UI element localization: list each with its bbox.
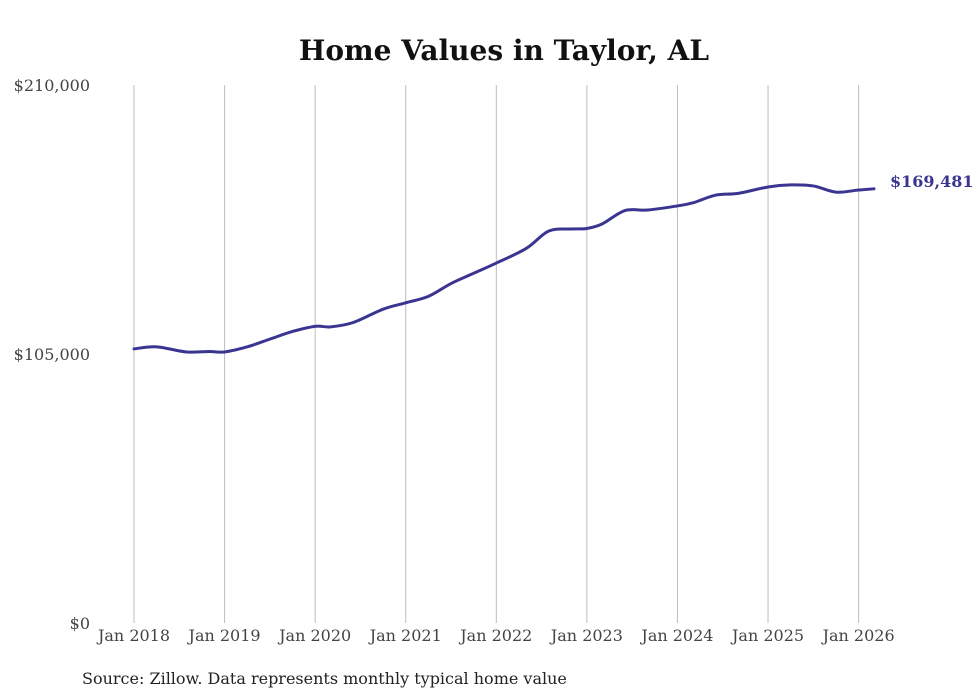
x-tick-label: Jan 2020: [277, 626, 351, 645]
y-tick-label: $210,000: [14, 76, 90, 95]
y-axis-ticks: $0 $105,000 $210,000: [14, 76, 90, 633]
y-tick-label: $0: [70, 614, 90, 633]
x-tick-label: Jan 2024: [639, 626, 713, 645]
x-tick-label: Jan 2019: [187, 626, 261, 645]
series-layer: [132, 183, 876, 354]
x-tick-label: Jan 2022: [458, 626, 532, 645]
x-tick-label: Jan 2023: [549, 626, 623, 645]
x-tick-label: Jan 2025: [730, 626, 804, 645]
x-tick-label: Jan 2026: [821, 626, 895, 645]
source-note: Source: Zillow. Data represents monthly …: [82, 669, 567, 688]
gridlines: [133, 85, 860, 623]
x-tick-label: Jan 2018: [96, 626, 170, 645]
chart-title: Home Values in Taylor, AL: [299, 34, 709, 67]
x-axis-ticks: Jan 2018 Jan 2019 Jan 2020 Jan 2021 Jan 2022…: [96, 626, 895, 645]
series-line-0: [132, 183, 876, 354]
y-tick-label: $105,000: [14, 345, 90, 364]
end-value-label: $169,481: [890, 172, 974, 191]
x-tick-label: Jan 2021: [368, 626, 442, 645]
